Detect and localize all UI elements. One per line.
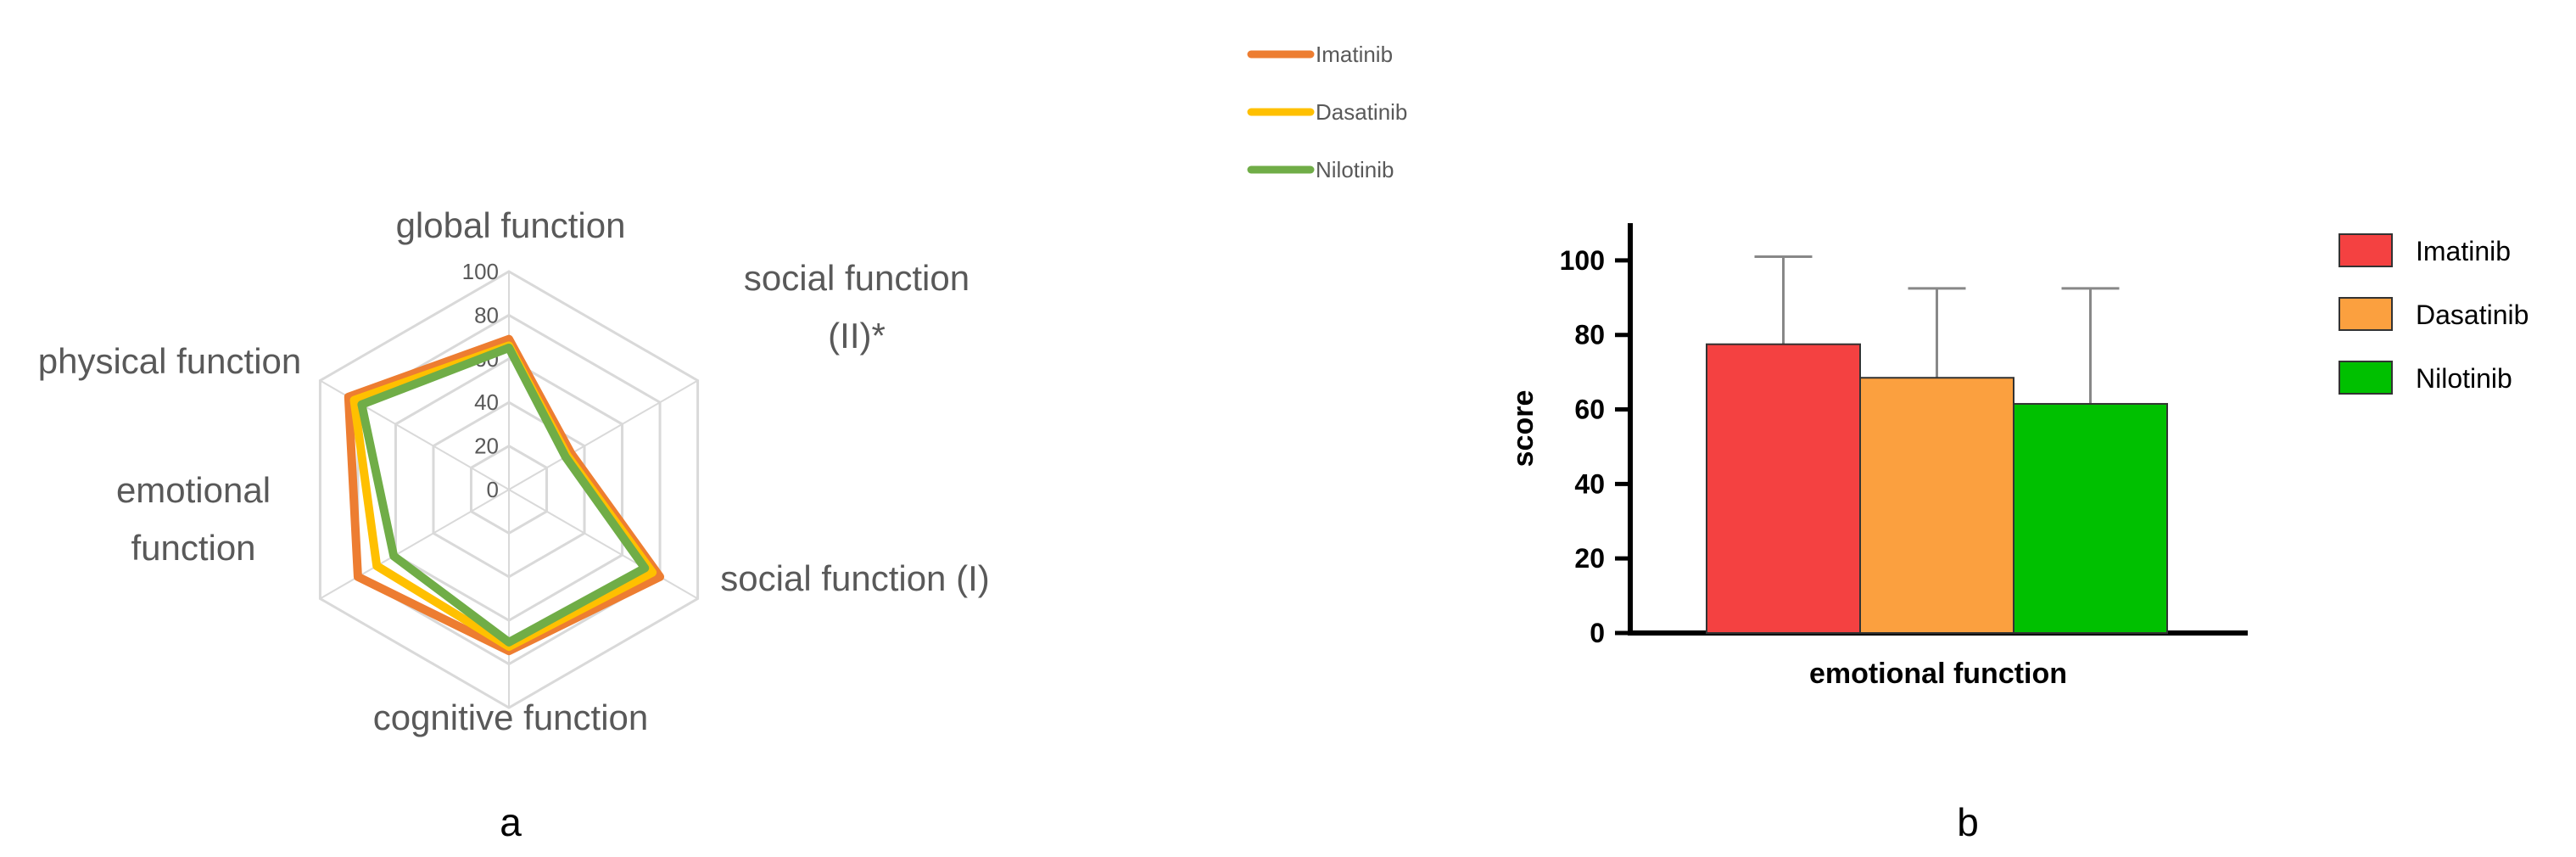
radar-tick-label-40: 40 [474,389,499,415]
bar-dasatinib [1859,377,2014,634]
radar-axis-label-line: social function [744,258,969,298]
bar-imatinib [1706,343,1861,634]
bar-group-imatinib [1706,255,1861,634]
radar-axis-label-line: function [131,528,255,568]
radar-axis-label-line: physical function [38,341,302,381]
panel-label-b: b [1957,800,1979,844]
bar-group-dasatinib [1859,287,2014,634]
radar-axis-label-line: social function (I) [720,558,989,598]
bar-legend-label-dasatinib: Dasatinib [2416,300,2529,330]
radar-legend-label-dasatinib: Dasatinib [1316,99,1407,125]
panel-label-a: a [500,800,522,844]
bar-marks [1706,255,2168,634]
radar-series-line-imatinib [344,334,665,656]
radar-axis-label-social-function-ii: social function (II)* [744,258,969,356]
radar-axis-label-cognitive-function: cognitive function [373,697,649,737]
bar-y-tick-label-100: 100 [1560,245,1605,276]
radar-legend-label-imatinib: Imatinib [1316,42,1393,67]
radar-legend-item-nilotinib: Nilotinib [1247,157,1394,182]
radar-legend-label-nilotinib: Nilotinib [1316,157,1394,182]
radar-axis-label-line: (II)* [828,316,886,356]
bar-y-tick-label-40: 40 [1574,468,1605,499]
bar-legend: Imatinib Dasatinib Nilotinib [2339,233,2529,395]
radar-legend: Imatinib Dasatinib Nilotinib [1247,42,1407,182]
bar-x-axis-title: emotional function [1809,658,2067,690]
bar-y-tick-label-20: 20 [1574,543,1605,574]
radar-axis-label-line: global function [396,205,626,245]
radar-tick-label-80: 80 [474,302,499,328]
bar-y-axis-title: score [1507,390,1539,468]
bar-legend-label-nilotinib: Nilotinib [2416,363,2512,394]
bar-legend-swatch-dasatinib [2339,297,2393,331]
radar-tick-label-0: 0 [487,477,499,502]
radar-spoke-social-function-i [508,489,699,600]
radar-tick-label-20: 20 [474,434,499,459]
radar-tick-label-100: 100 [462,259,499,284]
bar-group-nilotinib [2013,287,2168,634]
radar-legend-item-dasatinib: Dasatinib [1247,99,1407,125]
bar-y-tick-label-80: 80 [1574,320,1605,350]
radar-axis-label-line: emotional [116,470,271,510]
bar-y-tick-label-60: 60 [1574,395,1605,425]
radar-axis-label-line: cognitive function [373,697,649,737]
bar-legend-swatch-nilotinib [2339,361,2393,395]
radar-spoke-social-function-ii [508,379,699,490]
bar-legend-item-dasatinib: Dasatinib [2339,297,2529,331]
radar-axis-label-global-function: global function [396,205,626,245]
radar-legend-item-imatinib: Imatinib [1247,42,1393,67]
radar-axis-label-physical-function: physical function [38,341,302,381]
bar-legend-label-imatinib: Imatinib [2416,236,2511,266]
bar-nilotinib [2013,402,2168,634]
bar-legend-swatch-imatinib [2339,233,2393,267]
bar-chart: 0 20 40 60 80 100 score emotional function Imat… [1507,223,2529,844]
radar-series-line-nilotinib [357,343,650,647]
bar-legend-item-nilotinib: Nilotinib [2339,361,2512,395]
radar-series [344,334,665,656]
bar-legend-item-imatinib: Imatinib [2339,233,2511,267]
radar-grid [318,270,700,709]
radar-axis-label-social-function-i: social function (I) [720,558,989,598]
bar-y-tick-label-0: 0 [1590,618,1605,648]
radar-spoke-emotional-function [319,489,510,600]
radar-axis-label-emotional-function: emotional function [116,470,271,568]
